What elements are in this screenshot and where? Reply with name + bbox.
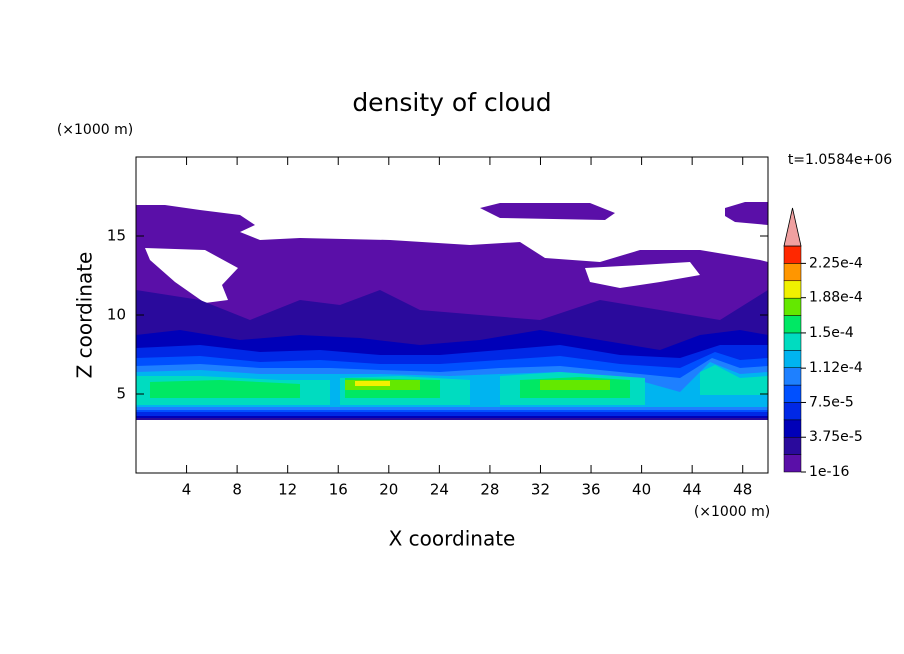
colorbar: 1e-16 3.75e-5 7.5e-5 1.12e-4 1.5e-4 1.88e-4 2.… — [783, 207, 863, 480]
x-tick-label: 44 — [683, 481, 702, 499]
x-unit: (×1000 m) — [694, 504, 770, 520]
colorbar-extension — [783, 207, 802, 247]
x-tick-label: 20 — [379, 481, 398, 499]
x-tick-label: 48 — [733, 481, 752, 499]
colorbar-box — [783, 297, 802, 316]
x-tick-label: 32 — [531, 481, 550, 499]
empty-region — [585, 262, 700, 288]
y-axis-label: Z coordinate — [73, 252, 97, 379]
x-tick-label: 36 — [581, 481, 600, 499]
colorbar-tick-label: 1.5e-4 — [809, 325, 854, 341]
colorbar-tick-label: 1e-16 — [809, 464, 849, 480]
contour-band — [700, 365, 768, 395]
chart-title: density of cloud — [352, 88, 551, 117]
contour-field — [136, 202, 768, 420]
y-unit: (×1000 m) — [57, 122, 133, 138]
colorbar-tick-label: 1.12e-4 — [809, 360, 863, 376]
contour-band — [355, 381, 390, 386]
contour-band — [150, 380, 300, 398]
colorbar-box — [783, 419, 802, 438]
colorbar-box — [783, 280, 802, 299]
y-tick-label: 10 — [107, 306, 126, 324]
colorbar-box — [783, 332, 802, 351]
contour-band — [480, 203, 615, 220]
colorbar-tick-label: 2.25e-4 — [809, 255, 863, 271]
colorbar-box — [783, 402, 802, 421]
colorbar-box — [783, 315, 802, 334]
contour-band — [540, 380, 610, 390]
x-tick-label: 28 — [480, 481, 499, 499]
y-tick-label: 5 — [116, 385, 126, 403]
colorbar-box — [783, 245, 802, 264]
annotation: t=1.0584e+06 — [788, 152, 892, 168]
colorbar-tick-label: 1.88e-4 — [809, 290, 863, 306]
colorbar-box — [783, 436, 802, 455]
colorbar-box — [783, 367, 802, 386]
colorbar-box — [783, 350, 802, 368]
colorbar-box — [783, 454, 802, 473]
x-tick-label: 12 — [278, 481, 297, 499]
empty-region — [145, 248, 238, 303]
x-axis-label: X coordinate — [389, 527, 516, 551]
colorbar-box — [783, 384, 802, 403]
x-tick-label: 16 — [329, 481, 348, 499]
colorbar-tick-label: 3.75e-5 — [809, 429, 863, 445]
x-tick-label: 24 — [430, 481, 449, 499]
x-tick-label: 8 — [232, 481, 242, 499]
contour-band — [725, 202, 768, 225]
colorbar-tick-label: 7.5e-5 — [809, 394, 854, 410]
x-tick-label: 40 — [632, 481, 651, 499]
y-tick-label: 15 — [107, 227, 126, 245]
x-tick-label: 4 — [182, 481, 192, 499]
colorbar-box — [783, 263, 802, 282]
